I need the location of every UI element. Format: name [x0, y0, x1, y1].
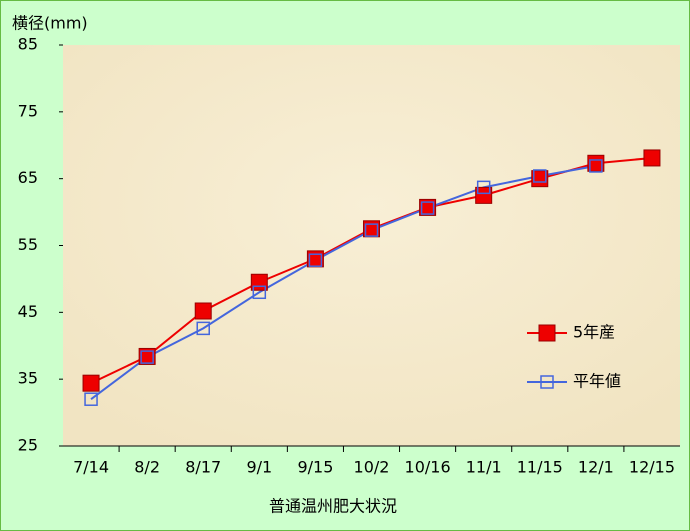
legend-marker: [540, 375, 554, 389]
y-tick-label: 75: [18, 101, 38, 120]
legend-label: 平年値: [573, 372, 621, 391]
legend-marker: [538, 324, 556, 342]
data-point: [419, 198, 437, 216]
y-tick-label: 85: [18, 35, 38, 54]
x-tick-label: 10/16: [405, 458, 451, 477]
x-tick-label: 9/15: [297, 458, 333, 477]
y-tick-label: 55: [18, 235, 38, 254]
x-tick-label: 10/2: [354, 458, 390, 477]
x-tick-label: 12/15: [629, 458, 675, 477]
data-point: [196, 321, 210, 336]
x-tick-label: 7/14: [73, 458, 109, 477]
data-point: [140, 350, 154, 364]
x-tick-label: 8/17: [185, 458, 221, 477]
x-tick-label: 12/1: [578, 458, 614, 477]
plot-area: [63, 45, 680, 446]
y-axis-label: 横径(mm): [12, 14, 88, 33]
data-point: [252, 285, 267, 300]
data-point: [84, 392, 98, 406]
x-tick-label: 11/1: [466, 458, 502, 477]
data-point: [476, 180, 491, 195]
data-point: [194, 302, 212, 320]
data-point: [364, 223, 379, 237]
x-tick-label: 11/15: [517, 458, 563, 477]
data-point: [82, 374, 100, 392]
y-tick-label: 25: [18, 436, 38, 455]
series-line: [90, 164, 597, 401]
data-point: [308, 253, 323, 267]
x-axis-label: 普通温州肥大状況: [269, 497, 397, 516]
legend-label: 5年産: [573, 323, 615, 342]
y-tick-label: 35: [18, 369, 38, 388]
data-point: [643, 149, 661, 167]
y-tick-label: 65: [18, 168, 38, 187]
data-point: [589, 159, 603, 173]
data-point: [533, 169, 547, 183]
x-tick-label: 9/1: [246, 458, 272, 477]
y-tick-label: 45: [18, 302, 38, 321]
x-tick-label: 8/2: [134, 458, 160, 477]
data-point: [138, 347, 156, 365]
data-point: [475, 186, 493, 204]
data-point: [420, 201, 435, 215]
